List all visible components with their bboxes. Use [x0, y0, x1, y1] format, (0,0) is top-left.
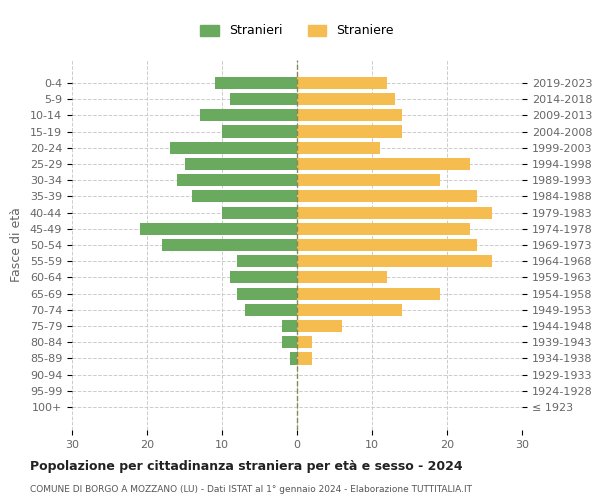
Bar [297, 142, 380, 154]
Bar [297, 304, 402, 316]
Bar [237, 288, 297, 300]
Bar [139, 222, 297, 235]
Bar [229, 93, 297, 105]
Bar [177, 174, 297, 186]
Bar [162, 239, 297, 251]
Bar [297, 272, 387, 283]
Bar [297, 77, 387, 89]
Bar [282, 320, 297, 332]
Legend: Stranieri, Straniere: Stranieri, Straniere [194, 18, 400, 44]
Y-axis label: Fasce di età: Fasce di età [10, 208, 23, 282]
Bar [297, 320, 342, 332]
Bar [290, 352, 297, 364]
Bar [297, 109, 402, 122]
Bar [297, 174, 439, 186]
Bar [297, 158, 470, 170]
Bar [297, 126, 402, 138]
Bar [297, 190, 477, 202]
Bar [297, 222, 470, 235]
Bar [282, 336, 297, 348]
Bar [245, 304, 297, 316]
Bar [297, 239, 477, 251]
Bar [215, 77, 297, 89]
Bar [297, 288, 439, 300]
Bar [297, 93, 395, 105]
Bar [297, 255, 492, 268]
Text: COMUNE DI BORGO A MOZZANO (LU) - Dati ISTAT al 1° gennaio 2024 - Elaborazione TU: COMUNE DI BORGO A MOZZANO (LU) - Dati IS… [30, 485, 472, 494]
Bar [297, 352, 312, 364]
Bar [237, 255, 297, 268]
Bar [170, 142, 297, 154]
Bar [297, 336, 312, 348]
Bar [229, 272, 297, 283]
Bar [222, 126, 297, 138]
Text: Popolazione per cittadinanza straniera per età e sesso - 2024: Popolazione per cittadinanza straniera p… [30, 460, 463, 473]
Bar [199, 109, 297, 122]
Bar [297, 206, 492, 218]
Bar [192, 190, 297, 202]
Bar [185, 158, 297, 170]
Bar [222, 206, 297, 218]
